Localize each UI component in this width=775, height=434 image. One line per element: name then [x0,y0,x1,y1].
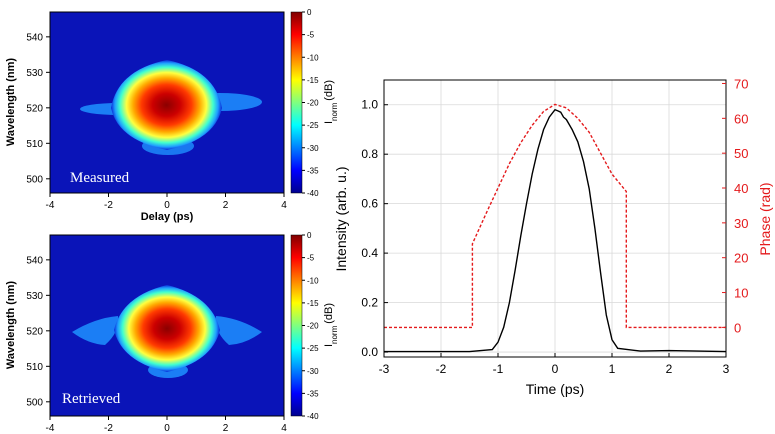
pulse-line-chart: -3 -2 -1 0 1 2 3 0.0 0.2 0.4 0.6 0.8 1.0 0 10 20 30 40 5… [333,76,773,397]
retrieved-blob [114,285,220,372]
measured-y-tick-label: 510 [26,139,43,150]
measured-colorbar [290,11,303,194]
measured-colorbar-tick-label: -35 [307,166,319,175]
line-x-tick-label: 2 [666,362,673,376]
retrieved-colorbar-tick-label: -10 [307,276,319,285]
line-y-axis-label: Intensity (arb. u.) [333,166,349,271]
retrieved-y-axis-label: Wavelength (nm) [5,281,17,370]
retrieved-x-tick-label: 4 [281,423,287,434]
measured-x-tick-label: -4 [46,200,55,211]
line-x-tick-label: 3 [723,362,730,376]
retrieved-wing-right [215,316,262,345]
measured-colorbar-tick-label: -25 [307,121,319,130]
line-y2-tick-label: 20 [734,251,748,266]
line-y-tick-label: 0.0 [361,345,378,359]
retrieved-y-tick-label: 520 [26,326,43,337]
measured-colorbar-tick-label: -5 [307,31,315,40]
line-y2-tick-label: 70 [734,76,748,91]
line-y2-tick-label: 40 [734,181,748,196]
retrieved-wing-left [72,316,119,345]
measured-colorbar-tick-label: -30 [307,144,319,153]
measured-y-tick-label: 520 [26,103,43,114]
retrieved-x-tick-label: -4 [46,423,55,434]
intensity-series-line [384,108,727,353]
measured-colorbar-tick-label: -20 [307,99,319,108]
measured-panel-label: Measured [70,170,130,186]
line-x-tick-label: -2 [436,362,447,376]
measured-colorbar-label: Inorm(dB) [323,80,339,124]
retrieved-colorbar-tick-label: -15 [307,299,319,308]
line-y2-tick-label: 0 [734,320,741,335]
measured-y-tick-label: 540 [26,32,43,43]
line-x-tick-label: -1 [493,362,504,376]
retrieved-colorbar-tick-label: -5 [307,254,315,263]
measured-colorbar-tick-label: 0 [307,8,312,17]
measured-x-tick-label: 0 [164,200,170,211]
line-y-tick-label: 0.2 [361,296,378,310]
line-y2-tick-label: 60 [734,111,748,126]
line-y2-tick-label: 30 [734,216,748,231]
line-y-tick-label: 1.0 [361,98,378,112]
measured-colorbar-tick-label: -15 [307,76,319,85]
retrieved-colorbar [290,234,303,417]
measured-x-axis-label: Delay (ps) [141,211,194,223]
measured-blob [111,60,222,150]
retrieved-y-tick-label: 530 [26,291,43,302]
retrieved-y-tick-label: 540 [26,255,43,266]
phase-series-line [384,103,726,329]
line-y-tick-label: 0.4 [361,246,378,260]
retrieved-colorbar-tick-label: -20 [307,322,319,331]
measured-y-tick-label: 530 [26,68,43,79]
retrieved-x-tick-label: 2 [223,423,229,434]
retrieved-y-tick-label: 500 [26,397,43,408]
measured-x-tick-label: 2 [223,200,229,211]
line-x-axis-label: Time (ps) [526,381,585,397]
measured-colorbar-tick-label: -40 [307,189,319,198]
retrieved-colorbar-tick-label: 0 [307,231,312,240]
retrieved-colorbar-tick-label: -25 [307,344,319,353]
measured-x-tick-label: 4 [281,200,287,211]
line-x-tick-label: -3 [379,362,390,376]
measured-colorbar-tick-label: -10 [307,53,319,62]
line-y2-tick-label: 10 [734,286,748,301]
retrieved-colorbar-tick-label: -35 [307,389,319,398]
retrieved-x-tick-label: -2 [104,423,113,434]
retrieved-x-tick-label: 0 [164,423,170,434]
retrieved-colorbar-tick-label: -40 [307,412,319,421]
line-y-tick-label: 0.8 [361,147,378,161]
retrieved-panel-label: Retrieved [62,391,121,407]
measured-y-axis-label: Wavelength (nm) [5,58,17,147]
measured-x-tick-label: -2 [104,200,113,211]
retrieved-colorbar-tick-label: -30 [307,367,319,376]
retrieved-y-tick-label: 510 [26,362,43,373]
measured-y-tick-label: 500 [26,174,43,185]
retrieved-colorbar-label: Inorm(dB) [323,303,339,347]
line-y2-axis-label: Phase (rad) [757,182,773,255]
line-x-tick-label: 0 [552,362,559,376]
line-y-tick-label: 0.6 [361,197,378,211]
line-x-tick-label: 1 [609,362,616,376]
line-y2-tick-label: 50 [734,146,748,161]
